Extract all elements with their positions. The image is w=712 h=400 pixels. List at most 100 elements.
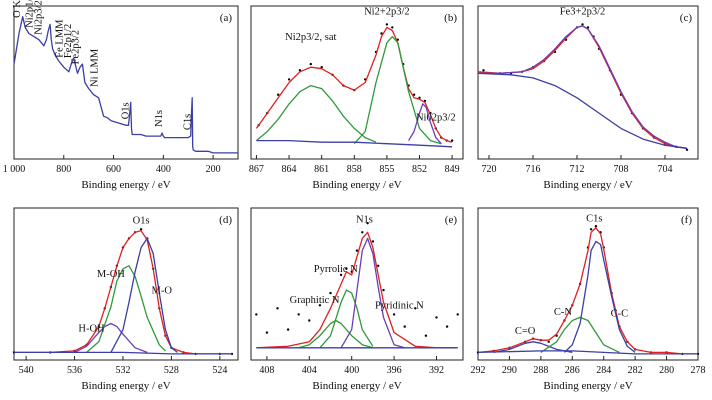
x-tick-label: 1 000 <box>3 164 26 175</box>
x-tick-label: 280 <box>659 365 674 376</box>
fit-line <box>477 25 688 149</box>
data-point <box>450 139 454 142</box>
x-tick-label: 290 <box>502 365 517 376</box>
plot-frame <box>250 207 464 361</box>
data-point <box>345 267 348 270</box>
data-point <box>594 225 598 228</box>
data-point <box>329 291 332 295</box>
data-point <box>685 148 689 151</box>
x-tick-label: 540 <box>19 365 34 376</box>
peak-label: Graphitic N <box>290 295 340 306</box>
x-axis-label: Binding energy / eV <box>543 380 632 392</box>
data-point <box>318 304 322 307</box>
data-point <box>589 228 593 231</box>
raw-data-series <box>482 23 689 151</box>
x-tick-label: 286 <box>565 365 580 376</box>
x-tick-label: 600 <box>106 164 121 175</box>
x-tick-label: 278 <box>691 365 706 376</box>
background-line <box>477 72 688 149</box>
x-tick-label: 292 <box>471 365 486 376</box>
data-point <box>382 288 385 292</box>
panel-a: 1 000 800 600 400 200 Binding energy / eV (a) O… <box>3 0 239 191</box>
peak-label: C1s <box>586 213 602 224</box>
panel-label: (d) <box>219 214 232 226</box>
panel-label: (a) <box>220 12 233 24</box>
data-point <box>412 93 416 96</box>
peak-label: N1s <box>154 110 165 127</box>
panel-e: 408 404 400 396 392 Binding energy / eV (e) N1s… <box>250 207 464 392</box>
raw-data-series <box>476 225 700 356</box>
ni2-2p3-2-component-line <box>353 35 442 145</box>
x-tick-label: 408 <box>259 365 274 376</box>
x-tick-label: 536 <box>67 365 82 376</box>
pyrrolic-n-line <box>319 289 374 349</box>
x-tick-label: 720 <box>482 164 497 175</box>
panel-label: (c) <box>680 12 693 24</box>
c-o-line <box>493 341 573 354</box>
data-point <box>445 325 449 328</box>
component-line <box>478 25 688 149</box>
peak-label: N1s <box>356 215 373 226</box>
data-point <box>392 313 396 316</box>
x-tick-label: 404 <box>302 365 317 376</box>
background-line <box>14 351 232 355</box>
plot-frame <box>477 207 699 361</box>
x-tick-label: 400 <box>344 365 359 376</box>
m-oh-line <box>86 265 166 353</box>
data-point <box>309 62 312 66</box>
data-point <box>366 222 369 225</box>
data-point <box>139 228 143 231</box>
x-tick-label: 392 <box>429 365 444 376</box>
data-point <box>581 23 584 26</box>
x-axis-label: Binding energy / eV <box>312 179 401 191</box>
peak-label: M-O <box>151 286 172 297</box>
m-o-line <box>110 237 178 353</box>
peak-label: Ni2p1/2 <box>25 0 36 28</box>
fit-line <box>256 231 458 349</box>
peak-label: Fe2p3/2 <box>71 30 82 64</box>
data-point <box>339 273 343 277</box>
data-point <box>361 231 364 234</box>
peak-label: C-C <box>611 309 629 320</box>
x-tick-label: 532 <box>115 365 130 376</box>
x-tick-label: 704 <box>658 164 673 175</box>
peak-label: C1s <box>183 114 194 130</box>
data-point <box>255 313 258 316</box>
x-tick-label: 528 <box>164 365 179 376</box>
x-tick-label: 855 <box>379 164 394 175</box>
panel-f: 292 290 288 286 284 282 280 278 Binding energy /… <box>471 207 706 392</box>
x-tick-label: 524 <box>212 365 227 376</box>
plot-frame <box>13 207 239 361</box>
h-oh-line <box>74 322 148 354</box>
data-point <box>371 240 375 243</box>
data-point <box>277 93 280 96</box>
background-line <box>256 139 453 148</box>
peak-label: Pyrrolic N <box>314 264 358 275</box>
peak-label: O1s <box>121 102 132 119</box>
x-tick-label: 849 <box>445 164 460 175</box>
data-point <box>287 78 291 81</box>
x-tick-label: 852 <box>412 164 427 175</box>
x-axis-label: Binding energy / eV <box>81 380 170 392</box>
x-axis-label: Binding energy / eV <box>81 179 170 191</box>
x-tick-label: 716 <box>526 164 541 175</box>
panel-c: 720 716 712 708 704 Binding energy / eV (c) Fe3… <box>477 5 699 191</box>
peak-label: C-N <box>554 307 573 318</box>
panel-b: 867 864 861 858 855 852 849 Binding energy / eV… <box>249 5 464 191</box>
c-n-line <box>540 316 620 353</box>
fit-envelope-line <box>255 26 453 143</box>
x-tick-label: 284 <box>596 365 611 376</box>
data-point <box>391 26 394 29</box>
c-c-line <box>563 240 636 353</box>
x-tick-label: 396 <box>387 365 402 376</box>
data-point <box>380 32 383 35</box>
data-point <box>482 69 485 72</box>
x-tick-label: 288 <box>533 365 548 376</box>
data-point <box>403 325 406 328</box>
data-point <box>286 328 290 331</box>
peak-label: Fe LMM <box>55 19 66 58</box>
data-point <box>265 331 269 334</box>
peak-label: H-OH <box>78 324 105 335</box>
peak-label: Ni2+2p3/2 <box>364 6 410 17</box>
peak-label: C=O <box>515 326 536 337</box>
